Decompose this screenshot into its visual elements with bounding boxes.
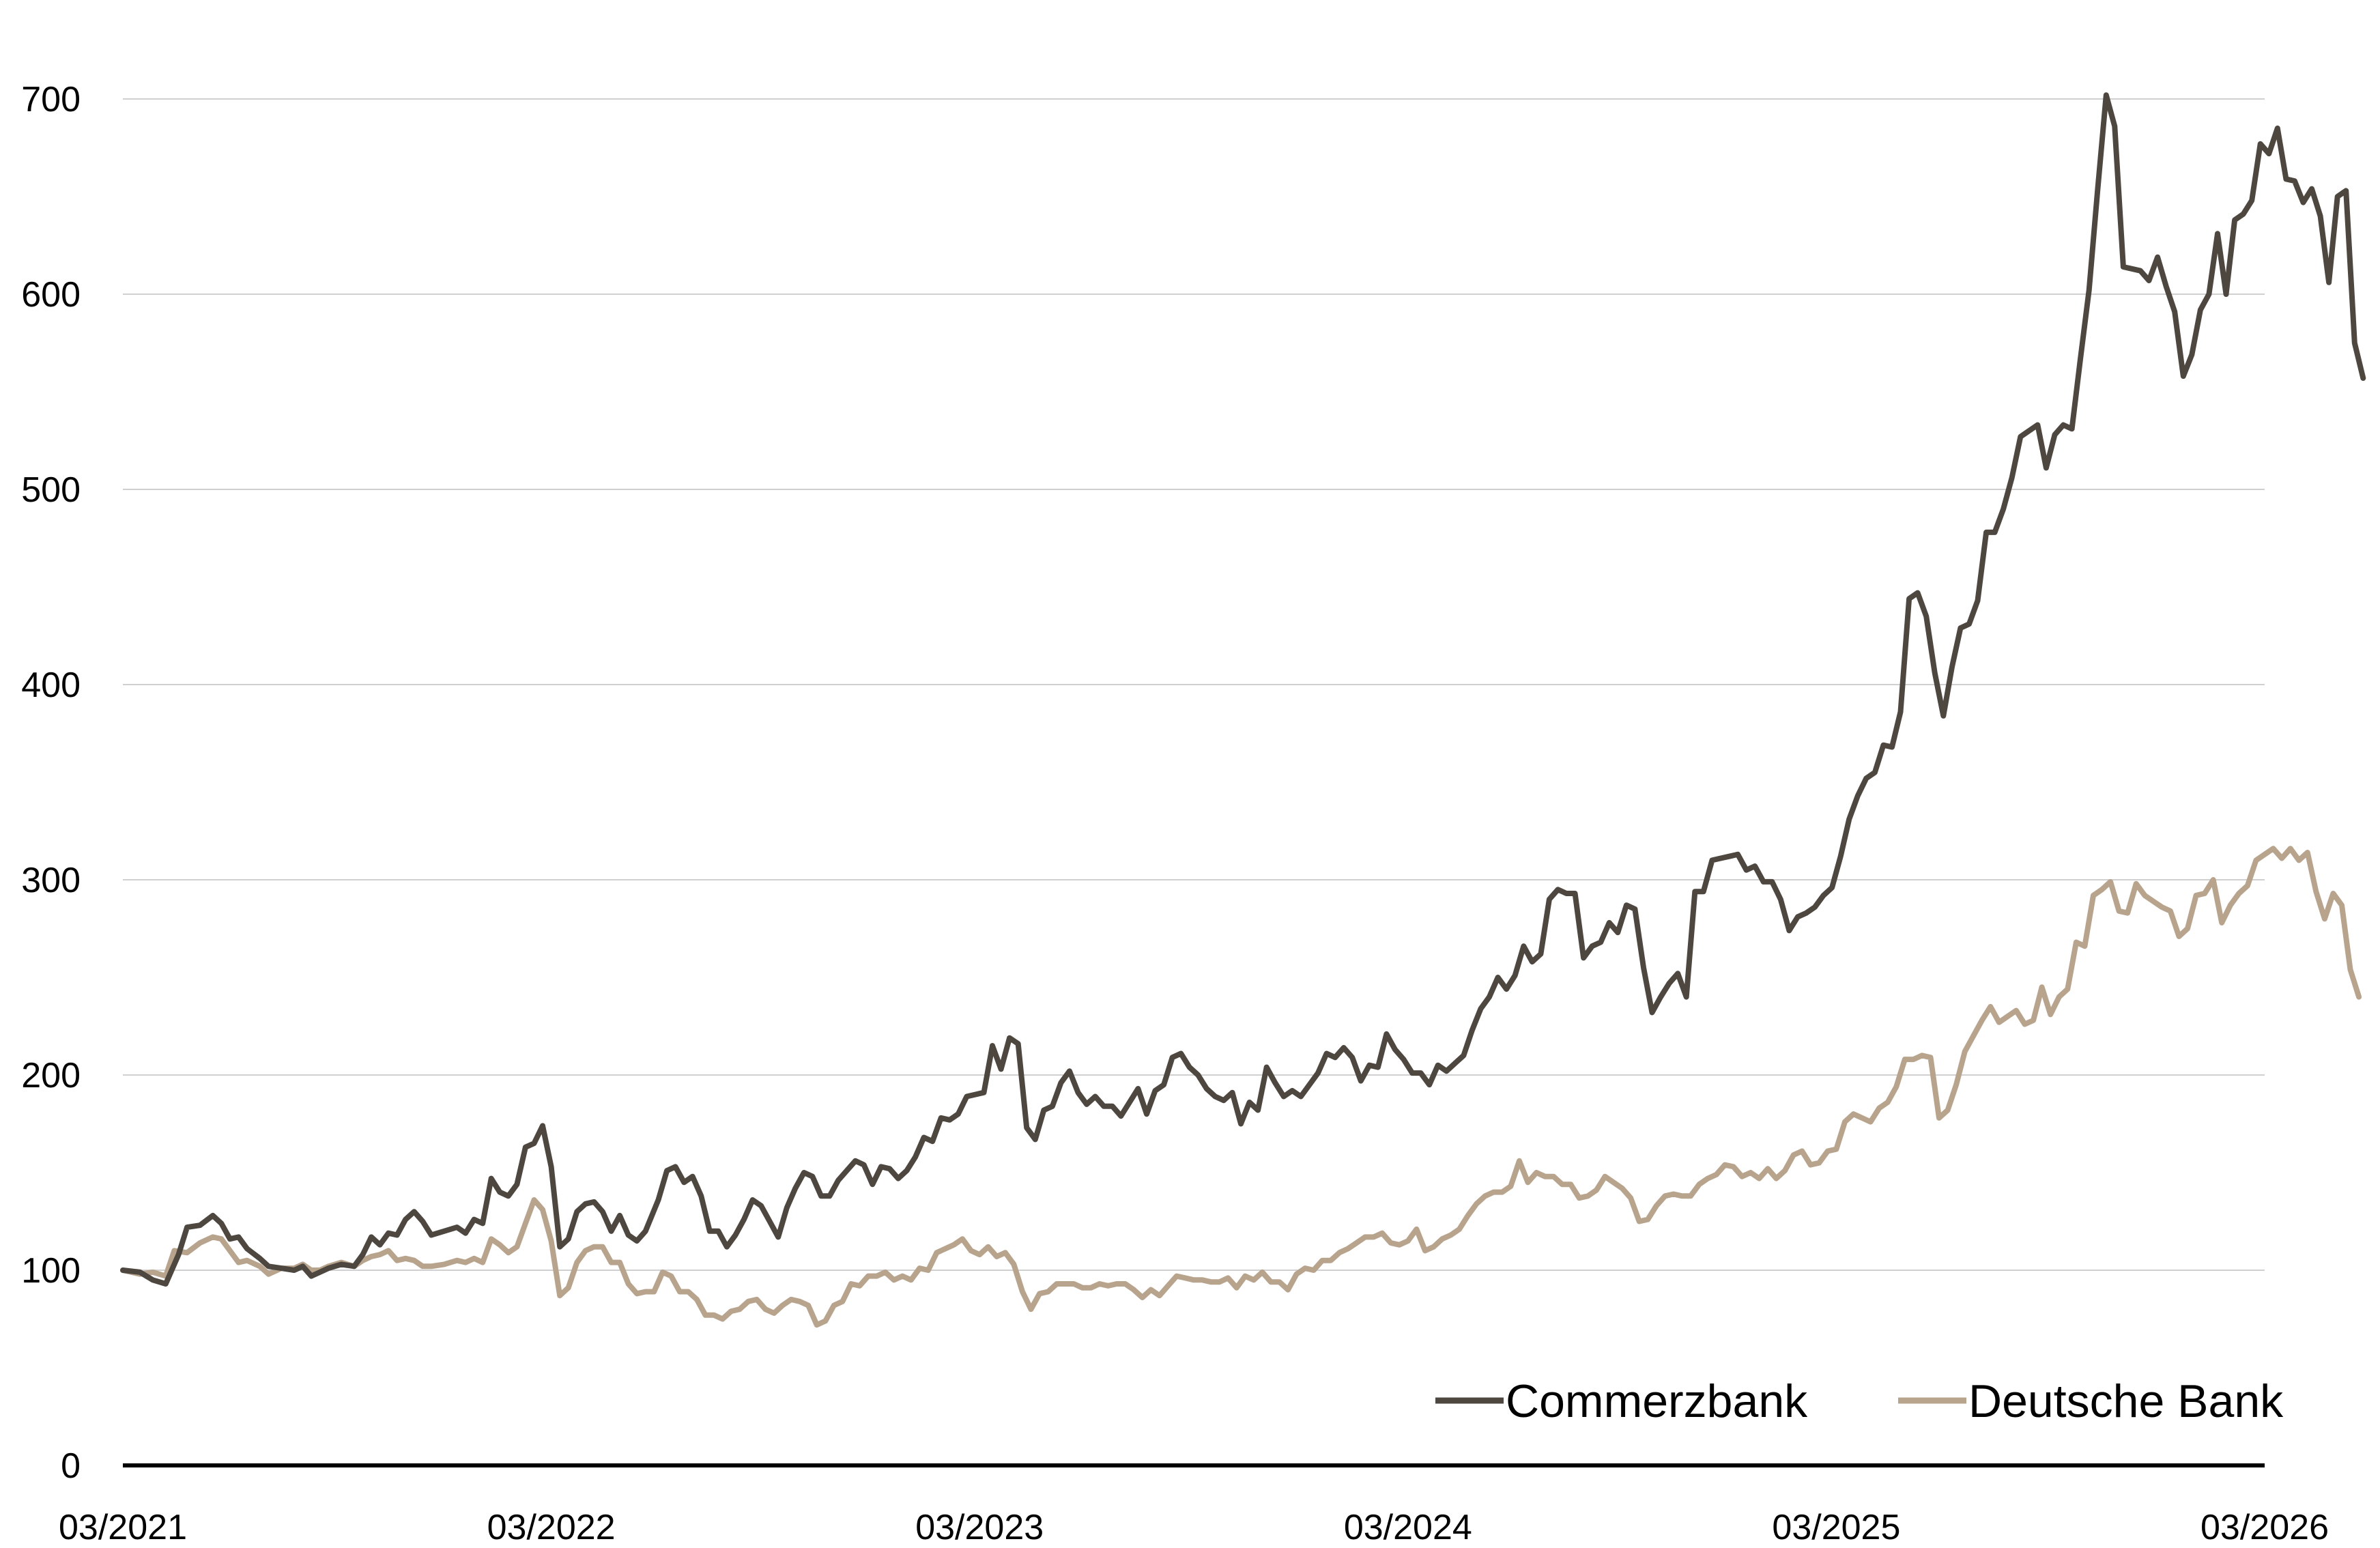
y-tick-label: 700 <box>21 80 81 119</box>
legend-label-commerzbank: Commerzbank <box>1506 1375 1808 1427</box>
x-tick-label: 03/2025 <box>1772 1508 1900 1547</box>
legend: Commerzbank Deutsche Bank <box>1435 1375 2284 1427</box>
x-tick-label: 03/2024 <box>1344 1508 1472 1547</box>
legend-item-deutsche-bank: Deutsche Bank <box>1898 1375 2284 1427</box>
series-line-commerzbank <box>120 92 2366 1287</box>
x-tick-label: 03/2026 <box>2200 1508 2329 1547</box>
x-tick-label: 03/2023 <box>915 1508 1044 1547</box>
y-tick-label: 300 <box>21 861 81 900</box>
series-line-deutsche-bank <box>120 846 2362 1328</box>
gridlines <box>123 98 2265 1271</box>
y-tick-label: 600 <box>21 275 81 315</box>
y-tick-label: 500 <box>21 470 81 510</box>
x-axis-ticks: 03/2021 03/2022 03/2023 03/2024 03/2025 03/20… <box>59 1508 2329 1547</box>
legend-item-commerzbank: Commerzbank <box>1435 1375 1808 1427</box>
series-lines <box>120 92 2366 1328</box>
y-tick-label: 400 <box>21 665 81 705</box>
legend-label-deutsche-bank: Deutsche Bank <box>1968 1375 2284 1427</box>
y-tick-label: 100 <box>21 1251 81 1291</box>
x-tick-label: 03/2022 <box>487 1508 616 1547</box>
y-tick-label: 0 <box>61 1446 81 1486</box>
y-tick-label: 200 <box>21 1056 81 1095</box>
x-tick-label: 03/2021 <box>59 1508 187 1547</box>
y-axis-ticks: 0 100 200 300 400 500 600 700 <box>21 80 81 1486</box>
